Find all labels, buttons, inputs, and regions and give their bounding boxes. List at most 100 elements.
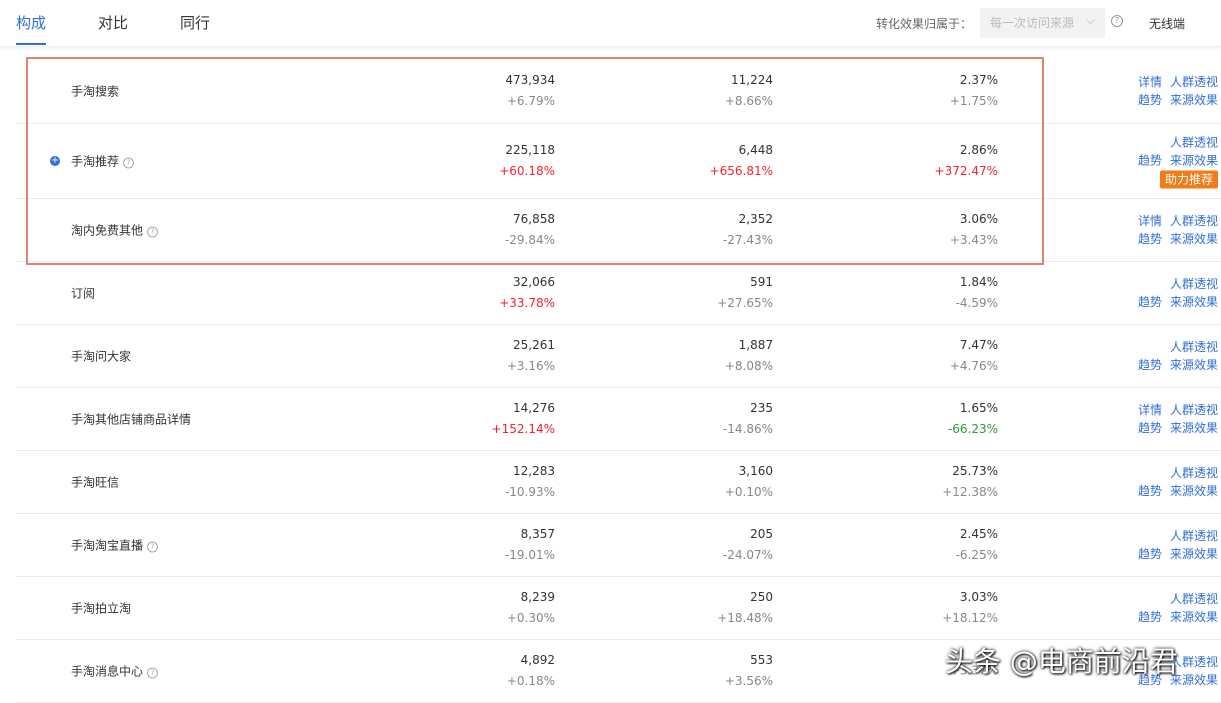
action-link[interactable]: 趋势 [1137,547,1162,561]
metric-value: 6,448 [738,143,773,157]
source-label: 手淘淘宝直播 [71,538,144,553]
action-link[interactable]: 来源效果 [1169,232,1218,246]
metric-value: 205 [750,527,773,541]
action-link[interactable]: 来源效果 [1169,673,1218,687]
recommend-badge[interactable]: 助力推荐 [1159,170,1218,189]
action-link[interactable]: 趋势 [1137,421,1162,435]
action-link[interactable]: 人群透视 [1169,592,1218,606]
source-name: 手淘推荐? [71,153,135,170]
source-label: 手淘问大家 [71,349,132,364]
source-name: 淘内免费其他? [71,222,159,239]
metric-cell: 591 +27.65% [717,272,773,314]
tab[interactable]: 构成 [16,14,47,45]
action-link[interactable]: 人群透视 [1169,135,1218,150]
action-link[interactable]: 人群透视 [1169,655,1218,669]
metric-change: +656.81% [709,164,773,178]
action-link[interactable]: 人群透视 [1169,403,1218,417]
metric-value: 1.84% [959,275,998,289]
action-link[interactable]: 来源效果 [1169,421,1218,435]
metric-change: +60.18% [499,164,555,178]
source-name: 手淘旺信 [71,474,119,491]
metric-value: 1,887 [738,338,773,352]
action-line: 趋势 来源效果 [1118,230,1218,248]
action-link[interactable]: 趋势 [1137,358,1162,372]
metric-cell: 14,276 +152.14% [492,398,555,440]
metric-value: 3,160 [738,464,773,478]
row-actions: 人群透视 趋势 来源效果 [1118,653,1218,689]
source-label: 手淘旺信 [71,475,120,490]
metric-change: +18.12% [942,611,998,625]
action-link[interactable]: 趋势 [1137,92,1162,107]
action-link[interactable]: 人群透视 [1169,529,1218,543]
action-link[interactable]: 趋势 [1137,610,1162,624]
help-icon[interactable]: ? [147,226,159,238]
row-actions: 人群透视 趋势 来源效果助力推荐 [1118,134,1218,189]
metric-value: 14,276 [513,401,555,415]
action-link[interactable]: 趋势 [1137,295,1162,309]
metric-cell: 3.03% +18.12% [942,587,998,629]
action-link[interactable]: 来源效果 [1169,484,1218,498]
action-link[interactable]: 人群透视 [1169,466,1218,480]
action-link[interactable]: 详情 [1137,74,1162,89]
metric-change: -14.86% [722,422,773,436]
metric-value: 7.47% [959,338,998,352]
action-link[interactable]: 来源效果 [1169,92,1218,107]
metric-change: +33.78% [499,296,555,310]
action-link[interactable]: 来源效果 [1169,153,1218,168]
source-label: 订阅 [71,286,96,301]
metric-cell: 2.37% +1.75% [950,70,998,112]
action-line: 趋势 来源效果 [1118,482,1218,500]
metric-change: -24.07% [722,548,773,562]
action-link[interactable]: 趋势 [1137,673,1162,687]
source-label: 手淘推荐 [71,154,120,169]
tab[interactable]: 同行 [180,14,211,32]
device-select[interactable]: 无线端 [1149,17,1186,31]
metric-change: +152.14% [491,422,555,436]
metric-change: +1.75% [949,93,998,108]
action-link[interactable]: 详情 [1137,403,1162,417]
metric-change: -27.43% [722,233,773,247]
action-link[interactable]: 来源效果 [1169,295,1218,309]
expand-icon[interactable]: + [50,155,60,166]
action-line: 趋势 来源效果 [1118,419,1218,437]
action-link[interactable]: 趋势 [1137,153,1162,168]
help-icon[interactable]: ? [147,667,159,679]
action-link[interactable]: 来源效果 [1169,358,1218,372]
source-label: 手淘其他店铺商品详情 [71,412,192,427]
action-link[interactable]: 趋势 [1137,232,1162,246]
action-link[interactable]: 人群透视 [1169,277,1218,291]
action-line: 详情 人群透视 [1118,73,1218,91]
header: 构成 对比 同行 转化效果归属于： 每一次访问来源 ? 无线端 [0,0,1221,47]
action-link[interactable]: 来源效果 [1169,610,1218,624]
action-line: 人群透视 [1118,464,1218,482]
metric-cell: 8,357 -19.01% [505,524,555,566]
action-link[interactable]: 趋势 [1137,484,1162,498]
metric-value: 473,934 [505,72,555,87]
table-row: 手淘淘宝直播? 8,357 -19.01% 205 -24.07% 2.45% -6.25%… [16,514,1221,577]
badge-line: 助力推荐 [1118,170,1218,189]
help-icon[interactable]: ? [147,541,159,553]
metric-change: -29.84% [504,233,555,247]
tab[interactable]: 对比 [98,14,129,32]
action-link[interactable]: 人群透视 [1169,340,1218,354]
metric-cell: 76,858 -29.84% [505,209,555,251]
metric-change: +3.16% [506,359,555,373]
table-row: 手淘问大家 25,261 +3.16% 1,887 +8.08% 7.47% +4.76% 人… [16,325,1221,388]
metric-value: 2.86% [959,143,998,157]
metric-change: +8.08% [724,359,773,373]
metric-change: -4.59% [955,296,998,310]
action-link[interactable]: 人群透视 [1169,214,1218,228]
metric-value: 76,858 [513,212,555,226]
action-line: 趋势 来源效果 [1118,608,1218,626]
metric-cell: +3.37% [950,661,998,682]
action-link[interactable]: 详情 [1137,214,1162,228]
action-line: 人群透视 [1118,590,1218,608]
help-icon[interactable]: ? [1111,15,1123,27]
action-link[interactable]: 人群透视 [1169,74,1218,89]
source-select[interactable]: 每一次访问来源 [980,5,1105,38]
source-label: 手淘搜索 [71,84,120,98]
metric-cell: 1,887 +8.08% [725,335,773,377]
source-name: 手淘问大家 [71,348,131,365]
help-icon[interactable]: ? [123,157,135,169]
action-link[interactable]: 来源效果 [1169,547,1218,561]
